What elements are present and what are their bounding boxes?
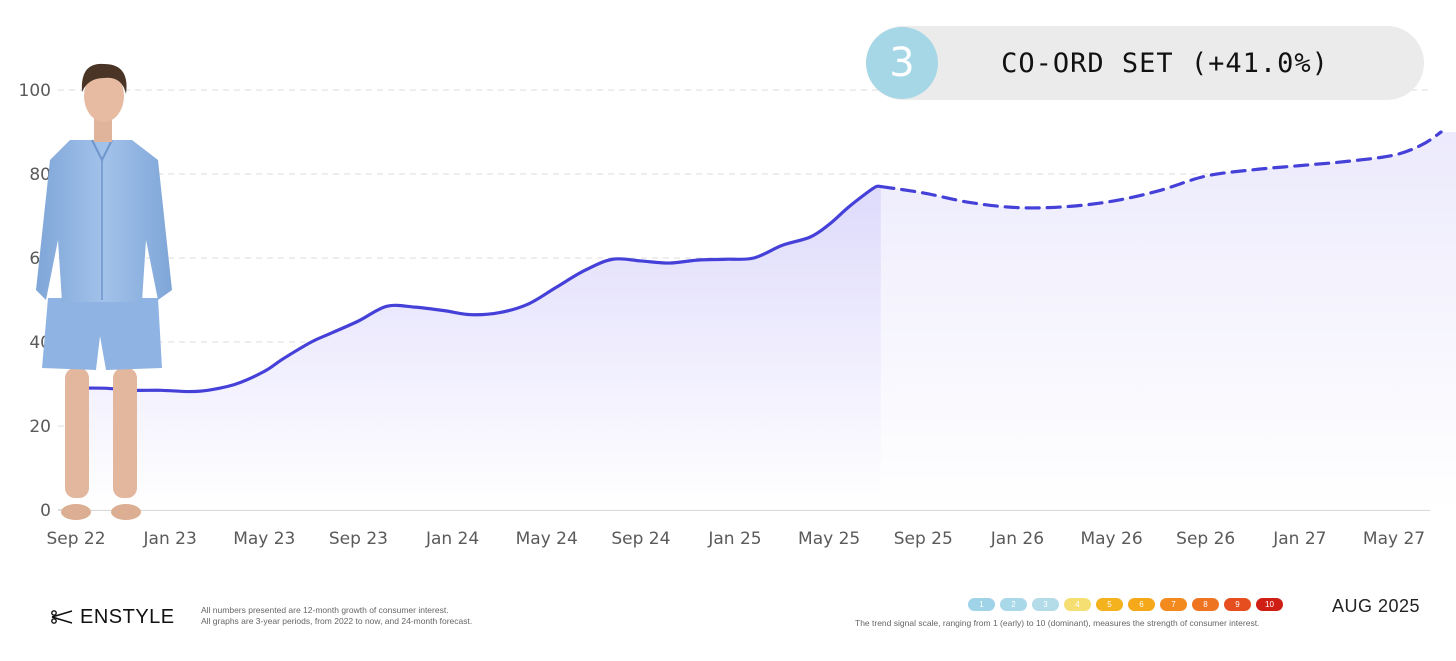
chart-title: CO-ORD SET (+41.0%) [1001,47,1329,79]
x-tick-label: Sep 22 [46,529,105,549]
y-tick-label: 100 [19,81,51,101]
scale-chip: 4 [1064,598,1091,611]
x-tick-label: Jan 26 [990,529,1044,549]
scale-chip: 10 [1256,598,1283,611]
note-line-2: All graphs are 3-year periods, from 2022… [201,616,473,626]
scale-chip: 2 [1000,598,1027,611]
x-tick-label: May 27 [1363,529,1425,549]
history-area [76,186,881,510]
series-lines [74,130,1443,394]
scale-chip: 3 [1032,598,1059,611]
rank-badge: 3 [866,27,938,99]
note-line-1: All numbers presented are 12-month growt… [201,605,449,615]
x-tick-labels: Sep 22 Jan 23 May 23 Sep 23 Jan 24 May 24 Sep … [46,529,1425,549]
x-tick-label: Jan 27 [1272,529,1326,549]
scale-chip: 6 [1128,598,1155,611]
report-date: AUG 2025 [1332,596,1421,616]
scissors-icon [51,610,73,624]
brand-logo: ENSTYLE [50,604,175,630]
trend-signal-scale: 1 2 3 4 5 6 7 8 9 10 [968,598,1283,611]
x-tick-label: Jan 25 [707,529,761,549]
x-tick-label: May 25 [798,529,860,549]
y-tick-label: 20 [29,417,51,437]
x-tick-label: Sep 25 [894,529,953,549]
forecast-line [879,130,1443,210]
x-tick-label: May 23 [233,529,295,549]
scale-chip: 7 [1160,598,1187,611]
x-tick-label: May 26 [1080,529,1142,549]
x-tick-label: Jan 24 [425,529,479,549]
y-tick-label: 80 [29,165,51,185]
scale-chip: 5 [1096,598,1123,611]
scale-chip: 8 [1192,598,1219,611]
x-tick-label: Sep 24 [611,529,670,549]
x-tick-label: Sep 26 [1176,529,1235,549]
area-fills [76,132,1456,510]
y-tick-labels: 020406080100 [19,81,51,521]
y-tick-label: 0 [40,501,51,521]
forecast-area [880,132,1456,510]
x-tick-label: Sep 23 [329,529,388,549]
scale-chip: 9 [1224,598,1251,611]
scale-note: The trend signal scale, ranging from 1 (… [855,618,1260,628]
model-figure [36,63,172,520]
x-tick-label: May 24 [516,529,578,549]
x-tick-label: Jan 23 [143,529,197,549]
title-badge [866,26,1424,100]
scale-chip: 1 [968,598,995,611]
history-line [74,184,883,394]
footer-notes: All numbers presented are 12-month growt… [201,605,472,627]
brand-name: ENSTYLE [80,605,175,628]
